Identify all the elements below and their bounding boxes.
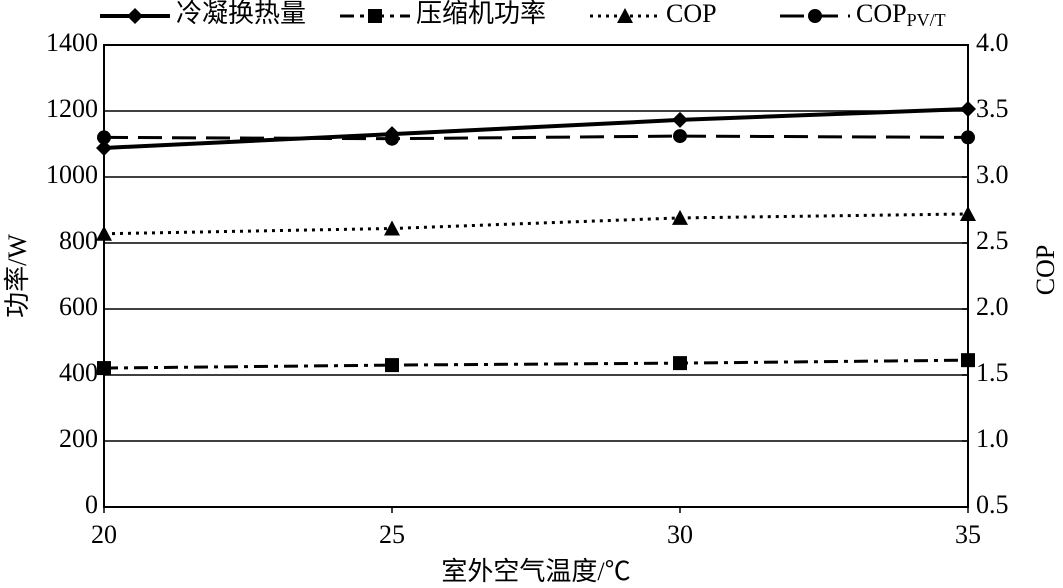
legend-marker: [808, 9, 822, 23]
legend-label: COP: [666, 0, 717, 28]
legend-marker: [617, 8, 633, 23]
plot-frame: [103, 44, 969, 508]
y-tick-label: 1000: [46, 160, 98, 189]
marker: [96, 225, 112, 241]
y-tick-label: 1200: [46, 94, 98, 123]
legend-label: COPPV/T: [856, 0, 946, 30]
marker: [961, 353, 975, 368]
legend-label-sub: PV/T: [907, 10, 946, 30]
series-line: [103, 358, 969, 370]
legend-label-main: COP: [856, 0, 907, 28]
x-tick-label: 25: [379, 520, 405, 549]
y-tick-label: 0: [85, 490, 98, 519]
series-line: [103, 107, 969, 150]
marker: [96, 139, 112, 156]
legend-label-main: 冷凝换热量: [176, 0, 306, 28]
y2-tick-label: 2.5: [976, 226, 1009, 255]
y-tick-label: 1400: [46, 28, 98, 57]
x-tick-label: 30: [667, 520, 693, 549]
marker: [672, 209, 688, 225]
x-tick-label: 35: [955, 520, 981, 549]
y2-tick-label: 0.5: [976, 490, 1009, 519]
marker: [960, 101, 976, 118]
y2-tick-label: 2.0: [976, 292, 1009, 321]
series-line: [103, 134, 969, 141]
y2-tick-label: 3.5: [976, 94, 1009, 123]
marker: [385, 358, 399, 373]
marker: [672, 111, 688, 128]
y-tick-label: 400: [59, 358, 98, 387]
marker: [384, 220, 400, 236]
legend-label-main: 压缩机功率: [416, 0, 546, 28]
marker: [960, 205, 976, 221]
y2-tick-label: 1.5: [976, 358, 1009, 387]
legend-marker: [368, 9, 382, 23]
y-axis-label: 功率/W: [3, 234, 32, 318]
marker: [97, 361, 111, 376]
y-tick-label: 800: [59, 226, 98, 255]
marker: [97, 130, 111, 145]
marker: [961, 130, 975, 145]
y-tick-label: 200: [59, 424, 98, 453]
marker: [673, 129, 687, 144]
legend-label: 压缩机功率: [416, 0, 546, 28]
y2-axis-label: COP: [1031, 245, 1060, 296]
x-tick-label: 20: [91, 520, 117, 549]
legend-marker: [127, 8, 143, 24]
y2-tick-label: 1.0: [976, 424, 1009, 453]
y2-tick-label: 4.0: [976, 28, 1009, 57]
marker: [673, 356, 687, 371]
y2-tick-label: 3.0: [976, 160, 1009, 189]
legend-label: 冷凝换热量: [176, 0, 306, 28]
y-tick-label: 600: [59, 292, 98, 321]
x-axis-label: 室外空气温度/℃: [441, 557, 630, 586]
legend-label-main: COP: [666, 0, 717, 28]
marker: [385, 131, 399, 146]
series-line: [103, 212, 969, 236]
